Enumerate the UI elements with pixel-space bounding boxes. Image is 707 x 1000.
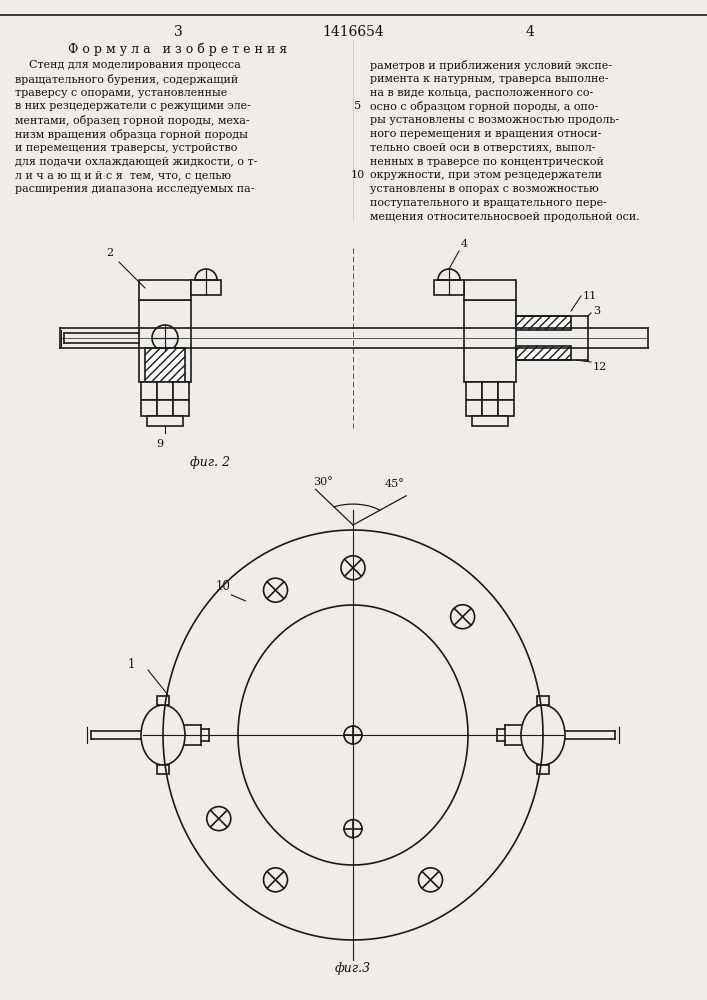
Text: на в виде кольца, расположенного со-: на в виде кольца, расположенного со- (370, 88, 593, 98)
Bar (537, 765, 549, 774)
Text: 30°: 30° (313, 477, 333, 487)
Text: и перемещения траверсы, устройство: и перемещения траверсы, устройство (15, 143, 238, 153)
Circle shape (206, 807, 230, 831)
Text: фиг. 2: фиг. 2 (190, 456, 230, 469)
Text: 10: 10 (351, 170, 365, 180)
Text: ненных в траверсе по концентрической: ненных в траверсе по концентрической (370, 157, 604, 167)
Text: ры установлены с возможностью продоль-: ры установлены с возможностью продоль- (370, 115, 619, 125)
Text: расширения диапазона исследуемых па-: расширения диапазона исследуемых па- (15, 184, 255, 194)
Text: поступательного и вращательного пере-: поступательного и вращательного пере- (370, 198, 607, 208)
Text: для подачи охлаждающей жидкости, о т-: для подачи охлаждающей жидкости, о т- (15, 157, 257, 167)
Bar (498, 382, 514, 400)
Text: 3: 3 (593, 306, 600, 316)
Bar (191, 280, 221, 295)
Text: установлены в опорах с возможностью: установлены в опорах с возможностью (370, 184, 599, 194)
Circle shape (450, 605, 474, 629)
Circle shape (419, 868, 443, 892)
Bar (464, 300, 516, 382)
Circle shape (344, 726, 362, 744)
Text: низм вращения образца горной породы: низм вращения образца горной породы (15, 129, 248, 140)
Bar (472, 416, 508, 426)
Bar (482, 400, 498, 416)
Text: 45°: 45° (385, 479, 405, 489)
Bar (157, 765, 169, 774)
Bar (516, 346, 571, 360)
Ellipse shape (141, 705, 185, 765)
Text: Ф о р м у л а   и з о б р е т е н и я: Ф о р м у л а и з о б р е т е н и я (69, 42, 288, 55)
Bar (147, 416, 183, 426)
Text: окружности, при этом резцедержатели: окружности, при этом резцедержатели (370, 170, 602, 180)
Text: 4: 4 (525, 25, 534, 39)
Bar (498, 400, 514, 416)
Text: л и ч а ю щ и й с я  тем, что, с целью: л и ч а ю щ и й с я тем, что, с целью (15, 170, 231, 180)
Bar (537, 696, 549, 705)
Bar (464, 280, 516, 300)
Bar (139, 280, 191, 300)
Bar (157, 400, 173, 416)
Bar (466, 400, 482, 416)
Bar (141, 382, 157, 400)
Text: 4: 4 (461, 239, 468, 249)
Text: вращательного бурения, содержащий: вращательного бурения, содержащий (15, 74, 238, 85)
Bar (434, 280, 464, 295)
Text: 3: 3 (174, 25, 182, 39)
Bar (482, 382, 498, 400)
Text: 10: 10 (216, 580, 230, 593)
Text: 5: 5 (354, 101, 361, 111)
Circle shape (264, 868, 288, 892)
Text: тельно своей оси в отверстиях, выпол-: тельно своей оси в отверстиях, выпол- (370, 143, 595, 153)
Circle shape (341, 556, 365, 580)
Circle shape (344, 820, 362, 838)
Text: 9: 9 (156, 439, 163, 449)
Text: мещения относительносвоей продольной оси.: мещения относительносвоей продольной оси… (370, 212, 640, 222)
Text: 12: 12 (593, 362, 607, 372)
Circle shape (152, 325, 178, 351)
Bar (516, 316, 571, 330)
Bar (466, 382, 482, 400)
Text: раметров и приближения условий экспе-: раметров и приближения условий экспе- (370, 60, 612, 71)
Text: Стенд для моделирования процесса: Стенд для моделирования процесса (15, 60, 241, 70)
Text: 1: 1 (128, 658, 135, 672)
Text: в них резцедержатели с режущими эле-: в них резцедержатели с режущими эле- (15, 101, 251, 111)
Bar (157, 696, 169, 705)
Text: римента к натурным, траверса выполне-: римента к натурным, траверса выполне- (370, 74, 609, 84)
Text: траверсу с опорами, установленные: траверсу с опорами, установленные (15, 88, 227, 98)
Text: ного перемещения и вращения относи-: ного перемещения и вращения относи- (370, 129, 602, 139)
Text: 11: 11 (583, 291, 597, 301)
Bar (157, 382, 173, 400)
Bar (141, 400, 157, 416)
Text: ментами, образец горной породы, меха-: ментами, образец горной породы, меха- (15, 115, 250, 126)
Text: 2: 2 (106, 248, 113, 258)
Bar (139, 300, 191, 382)
Text: осно с образцом горной породы, а опо-: осно с образцом горной породы, а опо- (370, 101, 598, 112)
Circle shape (264, 578, 288, 602)
Bar (173, 400, 189, 416)
Text: фиг.3: фиг.3 (335, 962, 371, 975)
Bar (173, 382, 189, 400)
Bar (145, 348, 185, 382)
Text: 1416654: 1416654 (322, 25, 384, 39)
Ellipse shape (521, 705, 565, 765)
